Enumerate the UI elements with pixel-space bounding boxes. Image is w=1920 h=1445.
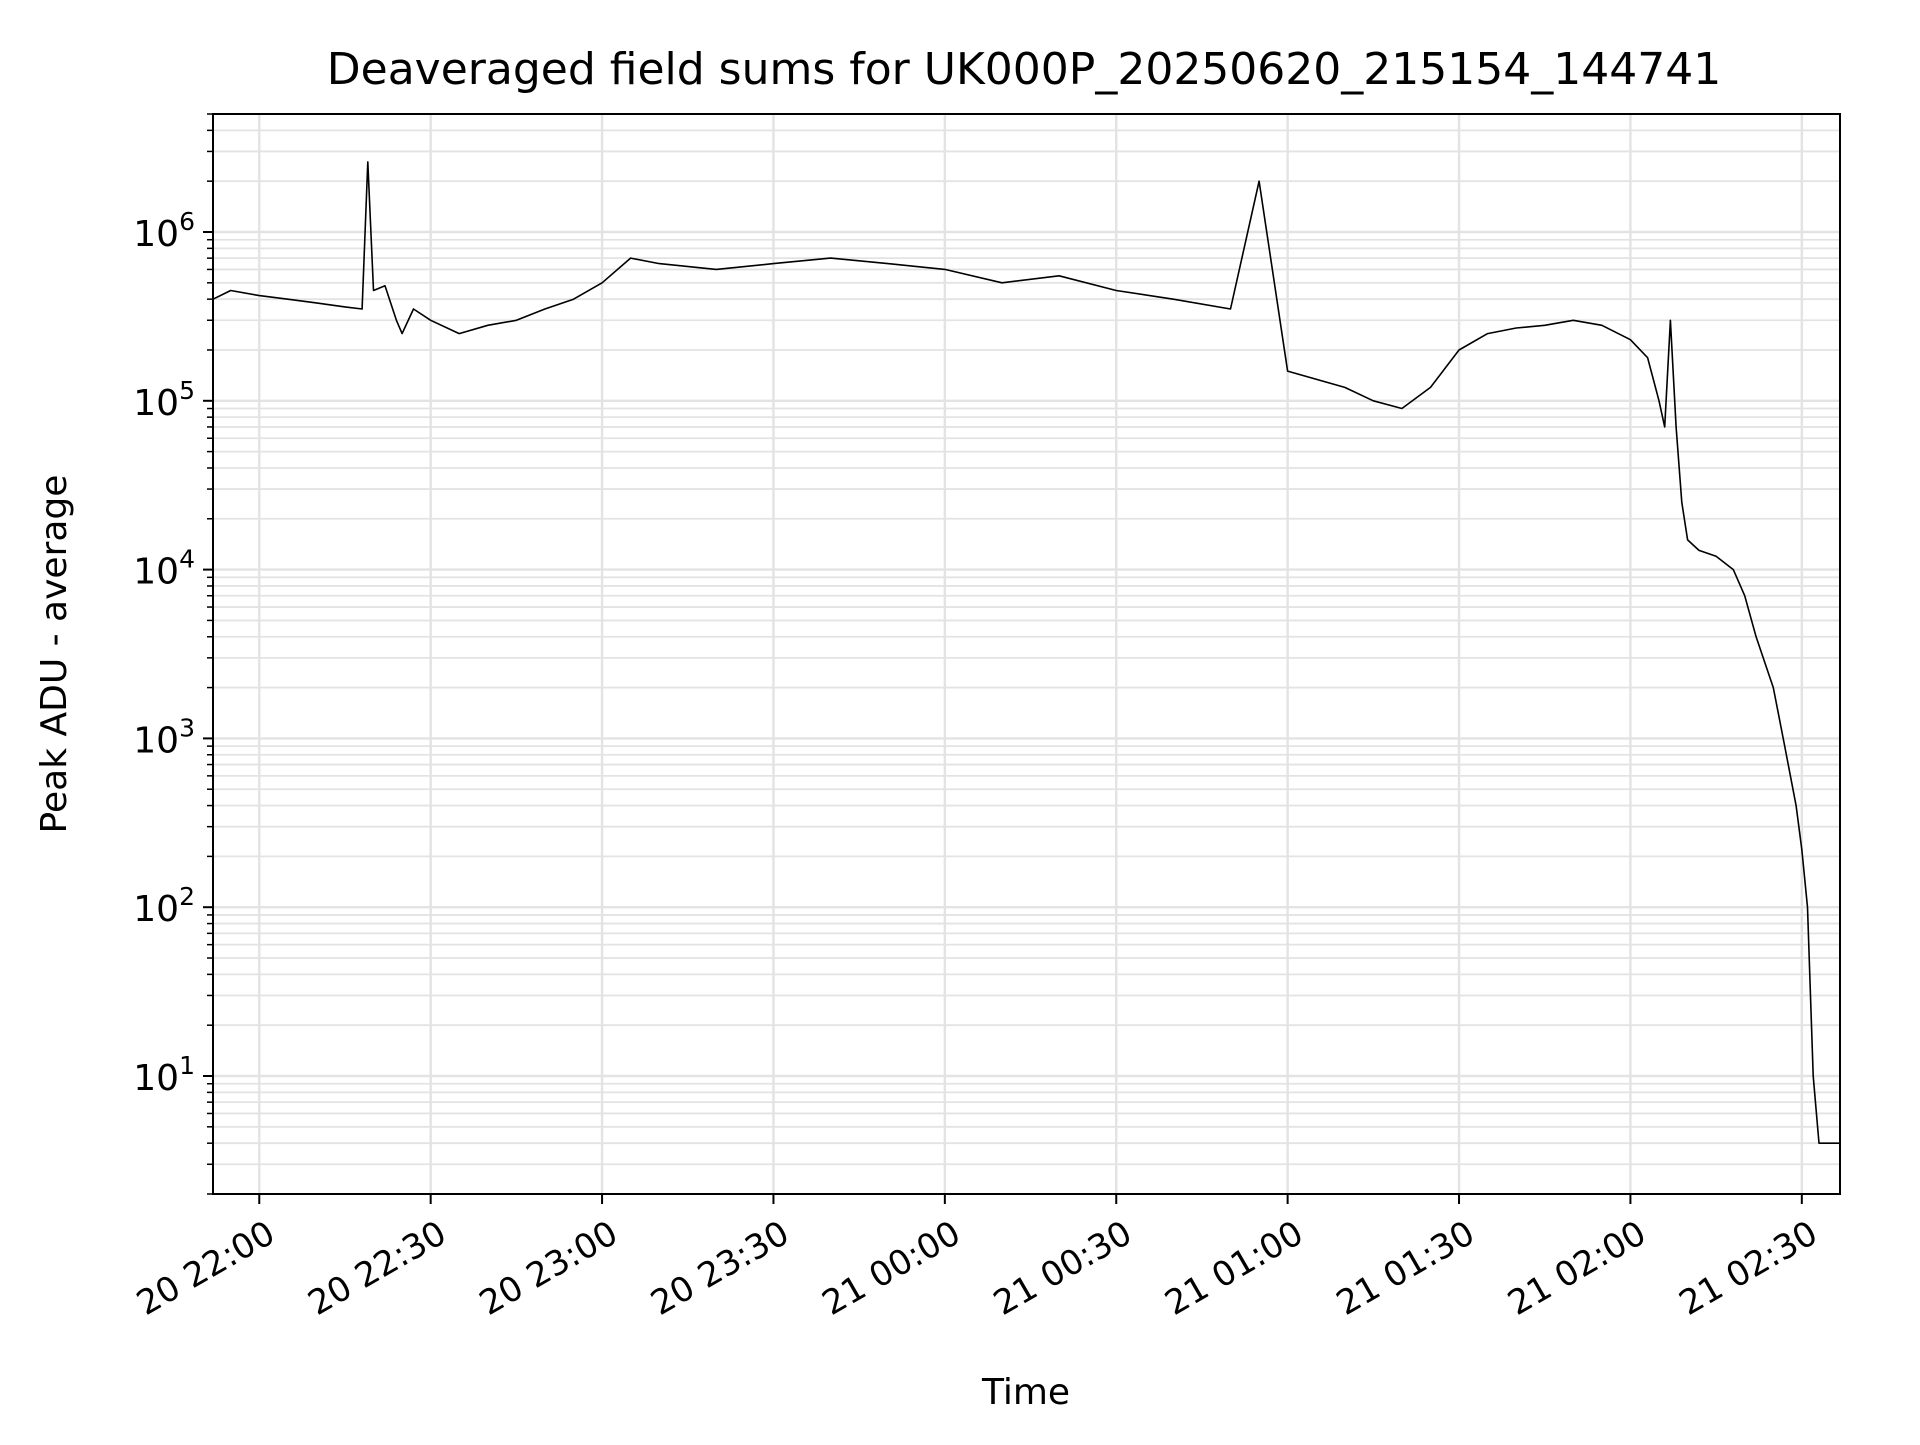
chart-title: Deaveraged field sums for UK000P_2025062… bbox=[327, 44, 1721, 95]
y-tick-label: 105 bbox=[133, 376, 195, 424]
y-tick-label: 104 bbox=[133, 545, 195, 593]
y-tick-label: 106 bbox=[133, 207, 195, 255]
plot-frame bbox=[212, 113, 1841, 1195]
y-tick-label: 102 bbox=[133, 882, 195, 930]
y-axis-label: Peak ADU - average bbox=[34, 475, 75, 834]
y-tick-label: 101 bbox=[133, 1051, 195, 1099]
x-axis-label: Time bbox=[981, 1372, 1070, 1413]
series-layer bbox=[212, 161, 1840, 1144]
series-line bbox=[212, 161, 1840, 1144]
y-tick-label: 103 bbox=[133, 713, 195, 761]
